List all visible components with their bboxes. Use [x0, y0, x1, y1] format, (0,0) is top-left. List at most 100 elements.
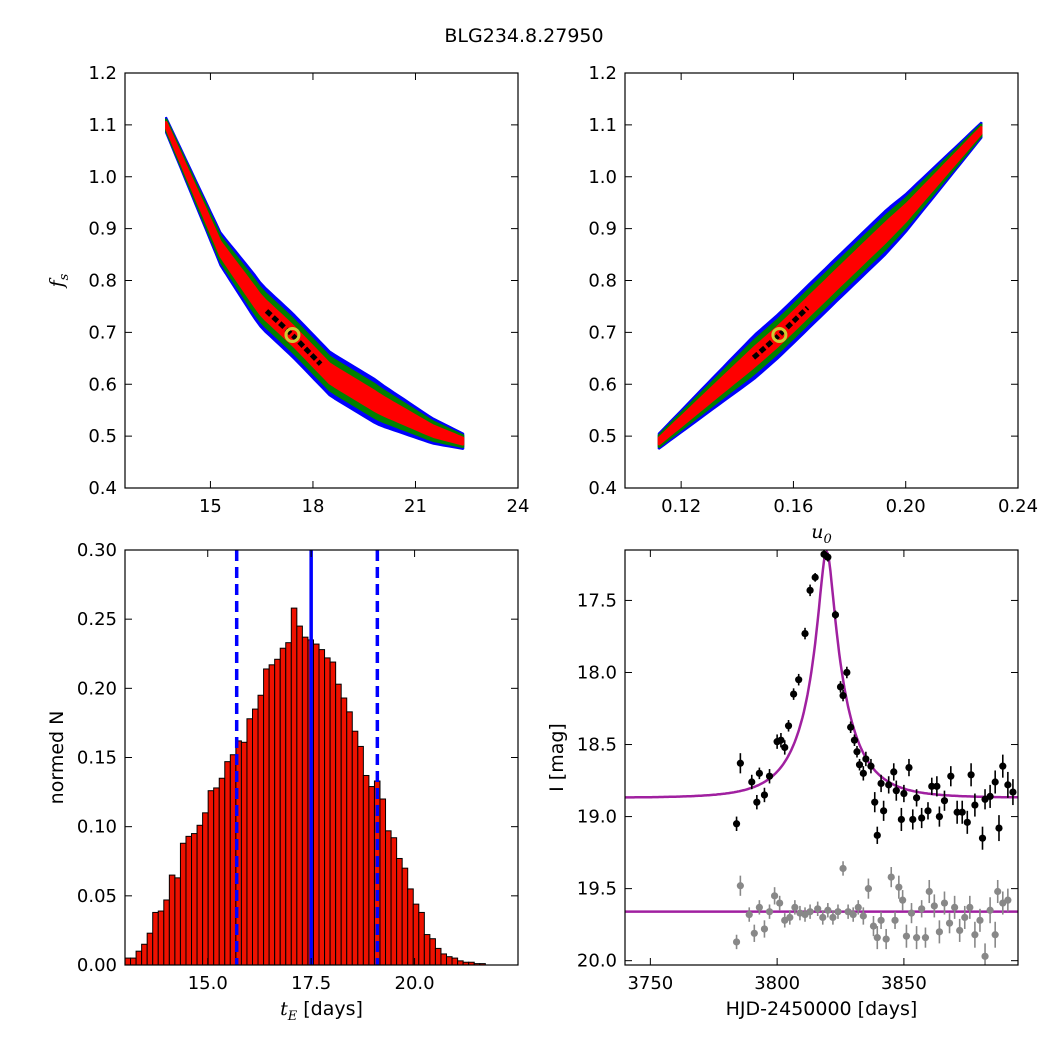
histogram-bar: [312, 643, 320, 966]
x-tick-label: 0.16: [773, 496, 813, 517]
secondary-data-point: [895, 883, 903, 891]
secondary-data-point: [887, 873, 895, 881]
secondary-data-point: [921, 934, 930, 942]
histogram-bar: [357, 745, 364, 966]
secondary-data-point: [994, 887, 1002, 896]
primary-data-point: [912, 794, 921, 802]
primary-data-point: [963, 818, 971, 826]
x-tick-label: 24: [507, 496, 530, 517]
histogram-bar: [141, 943, 148, 966]
y-tick-label: 0.4: [88, 478, 117, 499]
y-tick-label: 0.9: [588, 219, 617, 240]
primary-data-point: [871, 798, 879, 806]
primary-data-point: [1004, 781, 1012, 789]
y-tick-label: 0.5: [88, 426, 117, 447]
histogram-bar: [423, 934, 431, 966]
y-axis-label: fs: [46, 273, 72, 289]
panel-light-curve: 3750 3800 3850 17.5 18.0 18.5 19.0 19.5 20.0 HJD-…: [546, 549, 1019, 1020]
primary-data-point: [753, 798, 761, 806]
secondary-data-point: [770, 892, 779, 900]
y-tick-label: 0.8: [588, 271, 617, 292]
histogram-bar: [362, 774, 370, 966]
histogram-bar: [130, 957, 137, 966]
primary-data-point: [839, 691, 847, 700]
secondary-data-point: [859, 912, 867, 920]
secondary-data-point: [899, 896, 907, 904]
secondary-data-point: [873, 934, 881, 942]
primary-data-point: [748, 778, 756, 786]
histogram-bar: [246, 718, 253, 966]
secondary-data-point: [760, 925, 769, 933]
primary-data-point: [991, 778, 999, 786]
panel-te-histogram: 15.0 17.5 20.0 0.00 0.05 0.10 0.15 0.20 0.25 0.30…: [46, 540, 519, 1024]
secondary-data-point: [918, 905, 926, 913]
y-tick-label: 18.5: [577, 735, 617, 756]
histogram-bar: [135, 950, 143, 966]
light-curve-plot-area: [625, 550, 1018, 965]
primary-data-point: [909, 815, 917, 824]
y-axis-label-sub: s: [57, 273, 72, 280]
secondary-data-point: [869, 922, 878, 930]
y-tick-label: 19.5: [577, 879, 617, 900]
histogram-bar: [446, 956, 453, 966]
model-fit-curve: [625, 550, 1018, 799]
secondary-data-point: [912, 934, 921, 942]
primary-data-point: [847, 723, 855, 731]
x-axis-label-text: [days]: [297, 998, 363, 1020]
histogram-bar: [290, 607, 298, 966]
histogram-bar: [285, 642, 292, 966]
primary-data-point: [918, 814, 926, 822]
histogram-bar: [324, 657, 331, 966]
histogram-bar: [440, 953, 448, 966]
primary-data-point: [755, 769, 763, 777]
histogram-bar: [163, 899, 170, 966]
histogram-bar: [146, 932, 154, 966]
histogram-bar: [368, 786, 375, 966]
y-axis-label: I [mag]: [546, 723, 568, 792]
x-tick-label: 18: [302, 496, 325, 517]
y-tick-label: 0.7: [88, 322, 117, 343]
secondary-data-point: [814, 905, 822, 913]
x-tick-label: 21: [404, 496, 427, 517]
primary-data-point: [999, 762, 1007, 770]
secondary-data-point: [806, 908, 814, 916]
secondary-data-point: [940, 899, 949, 907]
primary-data-point: [862, 755, 870, 763]
x-axis-label-math: t: [280, 998, 288, 1020]
primary-data-point: [971, 801, 979, 809]
histogram-bar: [257, 694, 265, 966]
y-tick-label: 19.0: [577, 807, 617, 828]
histogram-bar: [224, 761, 231, 966]
histogram-bar: [174, 877, 181, 966]
histogram-bar: [202, 812, 209, 966]
secondary-data-point: [981, 952, 989, 960]
secondary-data-point: [1004, 896, 1012, 904]
x-tick-label: 17.5: [291, 973, 331, 994]
secondary-data-point: [956, 926, 964, 935]
best-chi2-core: [264, 309, 323, 366]
x-tick-label: 0.12: [661, 496, 701, 517]
secondary-data-point: [776, 899, 784, 907]
secondary-data-point: [736, 882, 744, 890]
secondary-data-point: [791, 903, 799, 911]
figure-title: BLG234.8.27950: [444, 25, 603, 47]
secondary-data-point: [877, 916, 885, 924]
histogram-bar: [329, 661, 337, 966]
secondary-data-point: [971, 931, 979, 939]
y-axis-label: normed N: [46, 711, 68, 805]
y-tick-label: 0.6: [88, 374, 117, 395]
y-tick-label: 0.00: [77, 955, 117, 976]
primary-data-point: [781, 743, 789, 752]
secondary-data-point: [834, 908, 842, 916]
y-tick-label: 17.5: [577, 590, 617, 611]
histogram-bar: [418, 911, 425, 966]
x-tick-label: 3750: [627, 973, 673, 994]
secondary-data-point: [745, 910, 753, 919]
histogram-bar: [157, 910, 165, 966]
y-axis-label-math: f: [46, 277, 68, 289]
secondary-data-point: [976, 916, 984, 924]
y-tick-label: 18.0: [577, 662, 617, 683]
y-tick-label: 0.6: [588, 374, 617, 395]
x-tick-label: 15: [199, 496, 222, 517]
